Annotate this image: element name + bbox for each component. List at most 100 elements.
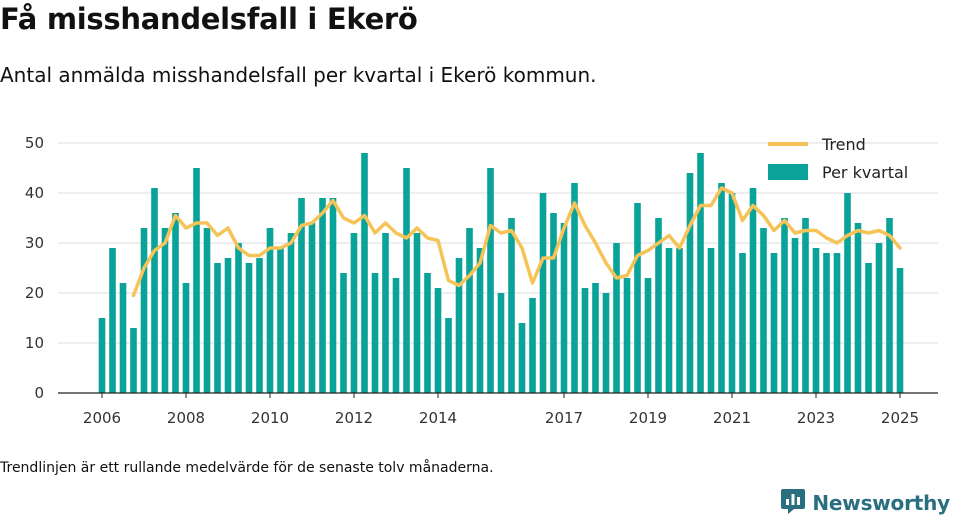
brand: Newsworthy bbox=[780, 486, 950, 520]
bar bbox=[844, 193, 851, 393]
bar bbox=[592, 283, 599, 393]
bar bbox=[298, 198, 305, 393]
legend-bar-swatch bbox=[768, 164, 808, 180]
footnote: Trendlinjen är ett rullande medelvärde f… bbox=[0, 460, 494, 476]
bar bbox=[760, 228, 767, 393]
bar bbox=[550, 213, 557, 393]
bar bbox=[529, 298, 536, 393]
bar bbox=[833, 253, 841, 393]
bar bbox=[676, 248, 683, 393]
bar bbox=[518, 323, 526, 393]
bar bbox=[602, 293, 610, 393]
y-tick-label: 0 bbox=[34, 384, 44, 402]
bar bbox=[749, 188, 757, 393]
bar bbox=[497, 293, 505, 393]
bar bbox=[329, 198, 337, 393]
bar bbox=[434, 288, 442, 393]
bar bbox=[728, 193, 736, 393]
x-tick-label: 2025 bbox=[881, 409, 919, 427]
chart-title: Få misshandelsfall i Ekerö bbox=[0, 2, 418, 36]
bar bbox=[781, 218, 788, 393]
legend-trend-label: Trend bbox=[821, 135, 866, 154]
x-tick-label: 2006 bbox=[83, 409, 121, 427]
x-tick-label: 2014 bbox=[419, 409, 457, 427]
bar bbox=[371, 273, 379, 393]
bar bbox=[896, 268, 904, 393]
bar bbox=[560, 223, 568, 393]
x-tick-label: 2021 bbox=[713, 409, 751, 427]
bar bbox=[161, 228, 169, 393]
bar bbox=[823, 253, 830, 393]
bar bbox=[245, 263, 253, 393]
bar bbox=[382, 233, 389, 393]
legend: Trend Per kvartal bbox=[768, 135, 908, 182]
bar bbox=[182, 283, 190, 393]
bar bbox=[865, 263, 872, 393]
bar bbox=[256, 258, 263, 393]
bar bbox=[235, 243, 242, 393]
x-tick-label: 2017 bbox=[545, 409, 583, 427]
bar bbox=[718, 183, 725, 393]
bar bbox=[854, 223, 862, 393]
bar bbox=[319, 198, 326, 393]
bar bbox=[623, 278, 631, 393]
bar bbox=[277, 248, 284, 393]
y-axis-ticks: 0 10 20 30 40 50 bbox=[25, 134, 44, 402]
bar bbox=[98, 318, 106, 393]
y-tick-label: 30 bbox=[25, 234, 44, 252]
x-tick-label: 2010 bbox=[251, 409, 289, 427]
bar bbox=[151, 188, 158, 393]
chart-subtitle: Antal anmälda misshandelsfall per kvarta… bbox=[0, 63, 597, 87]
bar bbox=[886, 218, 893, 393]
bar bbox=[130, 328, 137, 393]
bar bbox=[539, 193, 547, 393]
bar bbox=[508, 218, 515, 393]
bar bbox=[644, 278, 652, 393]
bar bbox=[770, 253, 778, 393]
bars bbox=[98, 153, 904, 393]
bar bbox=[340, 273, 347, 393]
bar bbox=[403, 168, 410, 393]
newsworthy-logo-icon bbox=[780, 487, 806, 519]
bar bbox=[308, 223, 316, 393]
bar bbox=[739, 253, 746, 393]
bar bbox=[875, 243, 883, 393]
bar bbox=[203, 228, 211, 393]
bar bbox=[445, 318, 452, 393]
x-axis-ticks: 2006 2008 2010 2012 2014 2017 2019 2021 2023 2025 bbox=[83, 393, 919, 427]
trend-line-layer bbox=[131, 186, 902, 298]
bar bbox=[413, 233, 421, 393]
bar bbox=[634, 203, 641, 393]
bar bbox=[686, 173, 694, 393]
bar bbox=[109, 248, 116, 393]
bar bbox=[791, 238, 799, 393]
brand-name: Newsworthy bbox=[812, 491, 950, 515]
bar bbox=[350, 233, 358, 393]
bar bbox=[119, 283, 127, 393]
bar bbox=[466, 228, 473, 393]
bar bbox=[392, 278, 400, 393]
bar bbox=[665, 248, 673, 393]
x-tick-label: 2023 bbox=[797, 409, 835, 427]
y-tick-label: 50 bbox=[25, 134, 44, 152]
bar bbox=[455, 258, 463, 393]
bar bbox=[214, 263, 221, 393]
bar bbox=[140, 228, 148, 393]
y-tick-label: 40 bbox=[25, 184, 44, 202]
bar bbox=[487, 168, 494, 393]
legend-bar-label: Per kvartal bbox=[822, 163, 908, 182]
bar bbox=[707, 248, 715, 393]
bar bbox=[424, 273, 431, 393]
bar bbox=[287, 233, 295, 393]
bar bbox=[812, 248, 820, 393]
trend-line bbox=[131, 186, 902, 298]
bar bbox=[802, 218, 809, 393]
bar bbox=[697, 153, 704, 393]
bar bbox=[476, 248, 484, 393]
x-tick-label: 2012 bbox=[335, 409, 373, 427]
bar-chart: 0 10 20 30 40 50 2006 2008 2010 2012 2014 2017 2019… bbox=[25, 134, 938, 427]
bar bbox=[224, 258, 232, 393]
bar bbox=[581, 288, 589, 393]
bar bbox=[613, 243, 620, 393]
y-tick-label: 20 bbox=[25, 284, 44, 302]
